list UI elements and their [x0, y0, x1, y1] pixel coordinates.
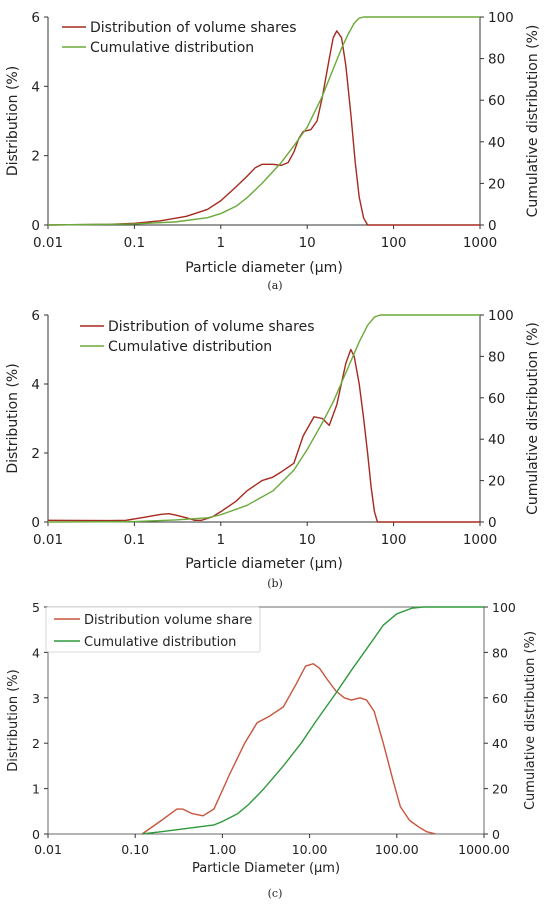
legend: Distribution of volume shares Cumulative … — [80, 319, 315, 355]
y-left-tick-label: 6 — [31, 308, 40, 324]
legend-entry: Distribution volume share — [84, 613, 252, 628]
y-left-tick-label: 4 — [32, 645, 40, 660]
x-tick-label: 0.1 — [124, 532, 145, 548]
figure-caption: (c) — [268, 887, 283, 900]
y-left-tick-label: 0 — [32, 827, 40, 842]
figure-caption: (b) — [267, 577, 283, 590]
x-tick-label: 1000 — [463, 532, 497, 548]
chart-2: 0.01 0.1 1 10 100 10000246020406080100Distrib… — [5, 308, 541, 590]
y-left-tick-label: 4 — [31, 377, 40, 393]
y-right-tick-label: 40 — [492, 736, 508, 751]
x-tick-label: 0.01 — [33, 235, 63, 251]
y-axis-left-label: Distribution (%) — [5, 66, 21, 176]
legend: Distribution volume share Cumulative dist… — [45, 606, 261, 653]
series-line-distribution — [141, 663, 436, 835]
series-line-cumulative — [47, 314, 480, 523]
x-tick-label: 0.01 — [34, 842, 62, 857]
y-right-tick-label: 0 — [488, 218, 497, 234]
y-right-tick-label: 40 — [488, 135, 505, 151]
x-tick-label: 100 — [381, 235, 407, 251]
x-tick-label: 10.00 — [292, 842, 328, 857]
x-axis-label: Particle diameter (μm) — [185, 260, 343, 276]
x-tick-label: 1000.00 — [458, 842, 510, 857]
y-right-tick-label: 20 — [488, 176, 505, 192]
y-axis-left-label: Distribution (%) — [6, 669, 21, 771]
legend-entry: Cumulative distribution — [108, 339, 272, 355]
legend-entry: Distribution of volume shares — [90, 20, 297, 36]
y-right-tick-label: 40 — [488, 432, 505, 448]
y-left-tick-label: 1 — [32, 782, 40, 797]
y-right-tick-label: 80 — [488, 52, 505, 68]
x-tick-label: 100.00 — [375, 842, 419, 857]
legend-entry: Cumulative distribution — [84, 635, 236, 650]
y-left-tick-label: 4 — [31, 79, 40, 95]
y-right-tick-label: 100 — [488, 10, 514, 26]
y-left-tick-label: 2 — [31, 446, 40, 462]
x-tick-label: 1 — [217, 532, 226, 548]
y-left-tick-label: 0 — [31, 515, 40, 531]
x-tick-label: 0.10 — [121, 842, 149, 857]
y-right-tick-label: 80 — [492, 645, 508, 660]
y-right-tick-label: 20 — [488, 474, 505, 490]
y-right-tick-label: 100 — [492, 600, 516, 615]
figure-caption: (a) — [267, 279, 282, 292]
y-right-tick-label: 0 — [488, 515, 497, 531]
plot-frame — [47, 606, 485, 835]
y-right-tick-label: 80 — [488, 349, 505, 365]
legend-entry: Cumulative distribution — [90, 40, 254, 56]
y-left-tick-label: 2 — [32, 736, 40, 751]
series-line-distribution — [47, 30, 480, 226]
x-tick-label: 0.1 — [124, 235, 145, 251]
y-right-tick-label: 60 — [488, 391, 505, 407]
legend-box — [45, 606, 261, 653]
chart-3: 0.01 0.10 1.00 10.00 100.00 1000.000123450204… — [6, 600, 538, 900]
y-left-tick-label: 3 — [32, 691, 40, 706]
x-tick-label: 100 — [381, 532, 407, 548]
series-line-distribution — [47, 348, 480, 523]
y-right-tick-label: 20 — [492, 782, 508, 797]
y-right-tick-label: 0 — [492, 827, 500, 842]
y-right-tick-label: 60 — [492, 691, 508, 706]
y-left-tick-label: 2 — [31, 149, 40, 165]
chart-1: 0.01 0.1 1 10 100 10000246020406080100Distrib… — [5, 10, 541, 292]
series-line-cumulative — [47, 16, 480, 226]
x-tick-label: 10 — [299, 235, 316, 251]
y-right-tick-label: 60 — [488, 93, 505, 109]
x-tick-label: 1.00 — [208, 842, 236, 857]
y-right-tick-label: 100 — [488, 308, 514, 324]
y-axis-left-label: Distribution (%) — [5, 363, 21, 473]
series-line-cumulative — [142, 606, 484, 835]
legend-entry: Distribution of volume shares — [108, 319, 315, 335]
x-tick-label: 1000 — [463, 235, 497, 251]
y-axis-right-label: Cumulative distribution (%) — [525, 25, 541, 218]
x-tick-label: 1 — [217, 235, 226, 251]
x-tick-label: 10 — [299, 532, 316, 548]
y-axis-right-label: Cumulative distribution (%) — [525, 322, 541, 515]
x-axis-label: Particle Diameter (μm) — [192, 861, 340, 876]
y-left-tick-label: 6 — [31, 10, 40, 26]
x-tick-label: 0.01 — [33, 532, 63, 548]
y-axis-right-label: Cumulative distribution (%) — [523, 631, 538, 810]
y-left-tick-label: 5 — [32, 600, 40, 615]
legend: Distribution of volume shares Cumulative … — [62, 20, 297, 56]
y-left-tick-label: 0 — [31, 218, 40, 234]
x-axis-label: Particle diameter (μm) — [185, 556, 343, 572]
